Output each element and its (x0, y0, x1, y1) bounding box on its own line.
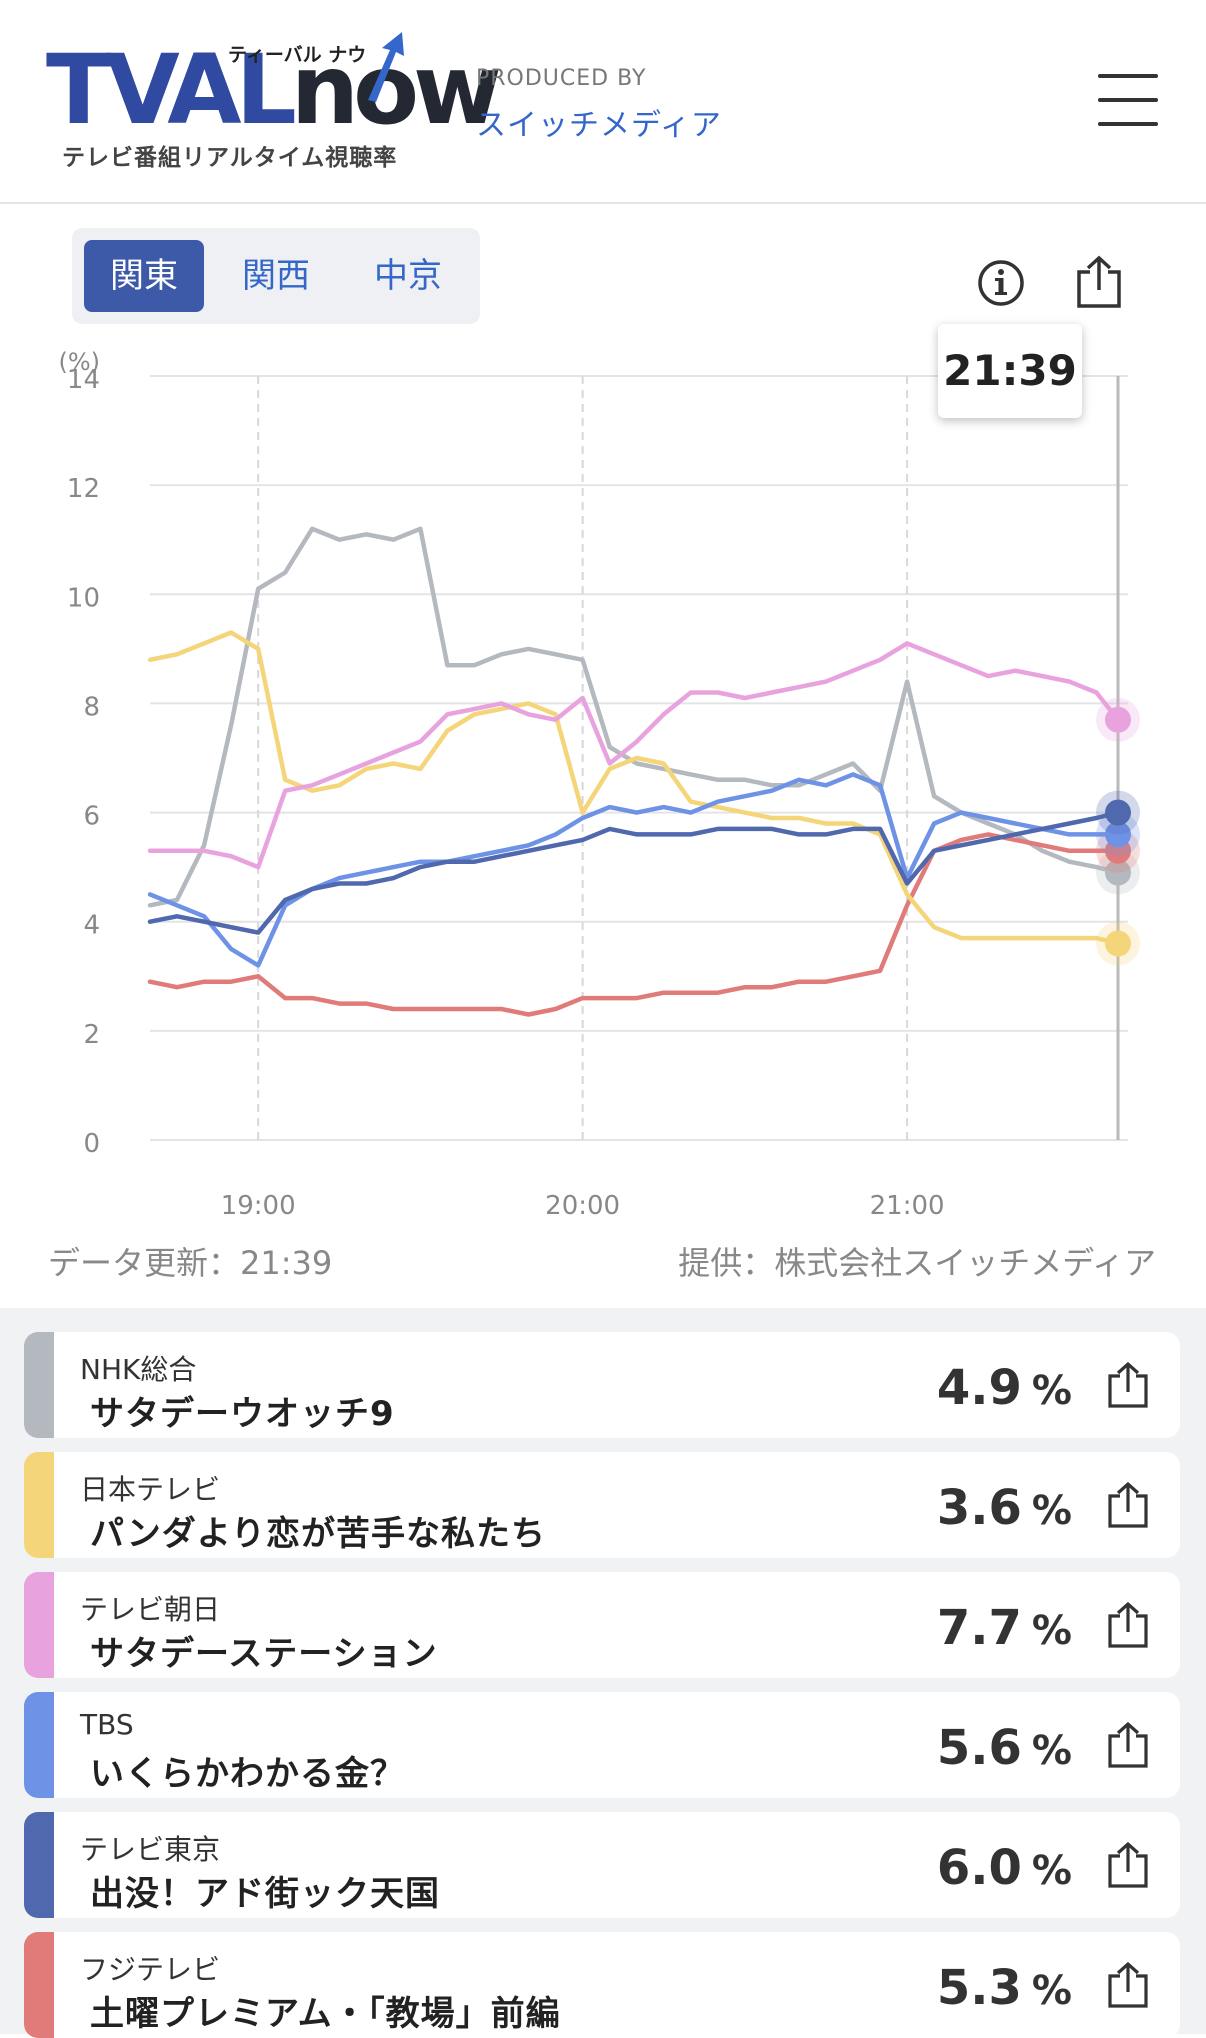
series-end-point (1105, 706, 1131, 733)
channel-card[interactable]: NHK総合サタデーウオッチ9 4.9% (24, 1332, 1180, 1438)
y-tick-label: 2 (83, 1020, 100, 1050)
series-line (147, 526, 1121, 908)
tab-kansai[interactable]: 関西 (242, 256, 310, 296)
channel-color-bar (24, 1572, 54, 1678)
provider-credit: 提供：株式会社スイッチメディア (678, 1244, 1156, 1282)
header: TVALnow ティーバル ナウ テレビ番組リアルタイム視聴率 PRODUCED… (0, 0, 1206, 204)
program-name: いくらかわかる金？ (90, 1754, 405, 1794)
share-icon[interactable] (1106, 1600, 1150, 1650)
y-tick-label: 14 (67, 365, 100, 395)
y-axis-label: (%) (58, 348, 100, 376)
channel-card[interactable]: テレビ朝日サタデーステーション 7.7% (24, 1572, 1180, 1678)
y-tick-label: 6 (83, 802, 100, 832)
series-end-point (1105, 821, 1131, 848)
info-icon[interactable] (976, 258, 1026, 308)
y-tick-label: 10 (67, 583, 100, 613)
channel-card[interactable]: フジテレビ土曜プレミアム・「教場」前編 5.3% (24, 1932, 1180, 2038)
channel-color-bar (24, 1452, 54, 1558)
produced-by-label: PRODUCED BY (476, 66, 647, 91)
logo-subtitle: テレビ番組リアルタイム視聴率 (62, 145, 398, 171)
rating-value: 5.3% (936, 1960, 1072, 2016)
channel-name: テレビ東京 (80, 1833, 221, 1866)
share-icon[interactable] (1106, 1720, 1150, 1770)
channel-color-bar (24, 1692, 54, 1798)
share-icon[interactable] (1106, 1960, 1150, 2010)
channel-list: NHK総合サタデーウオッチ9 4.9% 日本テレビパンダより恋が苦手な私たち 3.6%… (0, 1308, 1206, 2038)
share-icon[interactable] (1106, 1480, 1150, 1530)
channel-card[interactable]: テレビ東京出没！アド街ック天国 6.0% (24, 1812, 1180, 1918)
y-tick-label: 0 (83, 1129, 100, 1159)
x-tick-label: 19:00 (221, 1191, 296, 1221)
channel-name: テレビ朝日 (80, 1593, 221, 1626)
channel-color-bar (24, 1332, 54, 1438)
program-name: パンダより恋が苦手な私たち (90, 1514, 547, 1554)
program-name: サタデーステーション (90, 1634, 438, 1674)
tab-kanto[interactable]: 関東 (84, 240, 204, 312)
logo[interactable]: TVALnow (46, 34, 502, 146)
tab-chukyo[interactable]: 中京 (374, 256, 442, 296)
share-icon[interactable] (1074, 254, 1124, 310)
channel-name: TBS (80, 1708, 134, 1741)
region-tabs: 関東 関西 中京 (72, 228, 480, 324)
y-tick-label: 4 (83, 911, 100, 941)
program-name: 出没！アド街ック天国 (90, 1874, 440, 1914)
current-time-badge: 21:39 (938, 324, 1082, 418)
series-line (147, 630, 1121, 946)
channel-card[interactable]: TBS いくらかわかる金？ 5.6% (24, 1692, 1180, 1798)
channel-name: フジテレビ (80, 1953, 221, 1986)
y-tick-label: 8 (83, 692, 100, 722)
rating-value: 4.9% (936, 1360, 1072, 1416)
series-end-point (1105, 859, 1131, 886)
share-icon[interactable] (1106, 1360, 1150, 1410)
producer-link[interactable]: スイッチメディア (476, 108, 722, 143)
rating-value: 5.6% (936, 1720, 1072, 1776)
series-end-point (1105, 930, 1131, 957)
series-line (147, 641, 1121, 870)
rating-value: 6.0% (936, 1840, 1072, 1896)
y-tick-label: 12 (67, 474, 100, 504)
channel-color-bar (24, 1812, 54, 1918)
share-icon[interactable] (1106, 1840, 1150, 1890)
logo-arrow-icon (368, 32, 404, 102)
x-tick-label: 21:00 (870, 1191, 945, 1221)
program-name: サタデーウオッチ9 (90, 1394, 395, 1434)
program-name: 土曜プレミアム・「教場」前編 (90, 1994, 561, 2034)
series-line (147, 832, 1121, 1017)
channel-name: NHK総合 (80, 1353, 197, 1386)
x-tick-label: 20:00 (545, 1191, 620, 1221)
channel-color-bar (24, 1932, 54, 2038)
hamburger-menu-icon[interactable] (1098, 74, 1158, 126)
channel-name: 日本テレビ (80, 1473, 221, 1506)
rating-chart: 0 2 4 6 8 10 12 14(%) 19:00 20:00 21:00 (58, 348, 1140, 1221)
series-end-point (1105, 799, 1131, 826)
channel-card[interactable]: 日本テレビパンダより恋が苦手な私たち 3.6% (24, 1452, 1180, 1558)
rating-value: 3.6% (936, 1480, 1072, 1536)
series-line (147, 810, 1121, 935)
rating-value: 7.7% (936, 1600, 1072, 1656)
data-update-time: データ更新：21:39 (48, 1244, 333, 1282)
logo-kana: ティーバル ナウ (228, 44, 367, 66)
